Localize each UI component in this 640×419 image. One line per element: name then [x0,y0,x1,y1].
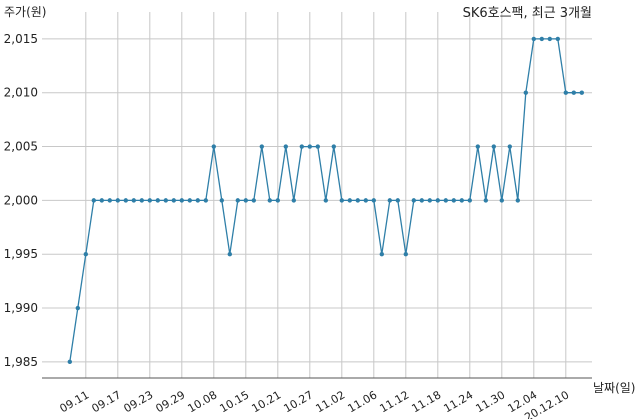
y-tick-label: 1,995 [4,247,38,261]
data-point [387,198,392,203]
data-point [331,144,336,149]
data-point [195,198,200,203]
x-axis-label: 날짜(일) [593,381,635,395]
y-tick-label: 2,010 [4,86,38,100]
data-point [451,198,456,203]
data-point [347,198,352,203]
data-point [179,198,184,203]
data-point [67,359,73,365]
data-point [547,36,552,42]
data-point [107,198,113,203]
data-point [219,198,224,203]
data-point [499,198,504,203]
data-point [171,198,176,203]
data-point [483,198,488,203]
data-point [251,198,256,203]
data-point [539,36,544,42]
y-tick-label: 1,985 [4,355,38,369]
data-point [491,144,496,149]
data-point [243,198,248,203]
data-point [139,198,144,203]
data-point [371,198,376,203]
x-tick-label: 11.02 [314,388,348,415]
data-point [147,198,152,203]
y-tick-label: 1,990 [4,301,38,315]
data-point [187,198,192,203]
x-tick-label: 10.21 [250,388,284,415]
x-tick-label: 11.06 [346,388,380,415]
y-tick-labels: 1,985 1,990 1,995 2,000 2,005 2,010 2,015 [4,32,38,369]
data-point [443,198,448,203]
data-point [355,198,360,203]
data-point [115,198,121,203]
data-point [131,198,136,203]
data-point [163,198,168,203]
data-point [323,198,328,203]
data-point [83,252,89,257]
data-point [99,198,105,203]
data-point [275,198,280,203]
data-points [67,36,584,365]
data-point [515,198,520,203]
data-point [419,198,424,203]
data-point [427,198,432,203]
data-point [299,144,304,149]
data-point [259,144,264,149]
data-point [339,198,344,203]
data-point [235,198,240,203]
data-point [435,198,440,203]
data-point [507,144,512,149]
data-point [363,198,368,203]
x-tick-label: 09.29 [154,388,188,415]
grid [42,12,592,378]
x-tick-labels: 09.1109.1709.2309.2910.0810.1510.2110.27… [58,388,572,419]
chart-title: SK6호스팩, 최근 3개월 [463,6,592,21]
data-point [403,252,408,257]
data-point [531,36,536,42]
x-tick-label: 10.08 [186,388,220,415]
x-tick-label: 09.23 [122,388,156,415]
data-point [123,198,128,203]
y-tick-label: 2,000 [4,193,38,207]
data-point [307,144,312,149]
data-point [523,90,528,95]
x-tick-label: 11.12 [378,388,412,415]
y-tick-label: 2,005 [4,140,38,154]
x-tick-label: 11.24 [442,388,476,415]
x-tick-label: 10.15 [218,388,252,415]
x-tick-label: 11.30 [474,388,508,415]
data-point [155,198,160,203]
data-point [579,90,584,95]
data-point [315,144,320,149]
data-point [75,305,81,311]
data-point [283,144,288,149]
data-point [227,252,232,257]
x-tick-label: 09.11 [58,388,92,415]
data-point [459,198,464,203]
data-point [467,198,472,203]
data-point [291,198,296,203]
x-tick-label: 11.18 [410,388,444,415]
y-axis-label: 주가(원) [4,5,46,19]
data-point [267,198,272,203]
data-point [379,252,384,257]
x-tick-label: 10.27 [282,388,316,415]
data-point [475,144,480,149]
y-tick-label: 2,015 [4,32,38,46]
data-point [571,90,576,95]
data-point [91,198,97,203]
data-point [555,36,560,42]
data-point [211,144,216,149]
data-point [203,198,208,203]
data-point [563,90,568,95]
data-point [411,198,416,203]
x-tick-label: 09.17 [90,388,124,415]
data-point [395,198,400,203]
